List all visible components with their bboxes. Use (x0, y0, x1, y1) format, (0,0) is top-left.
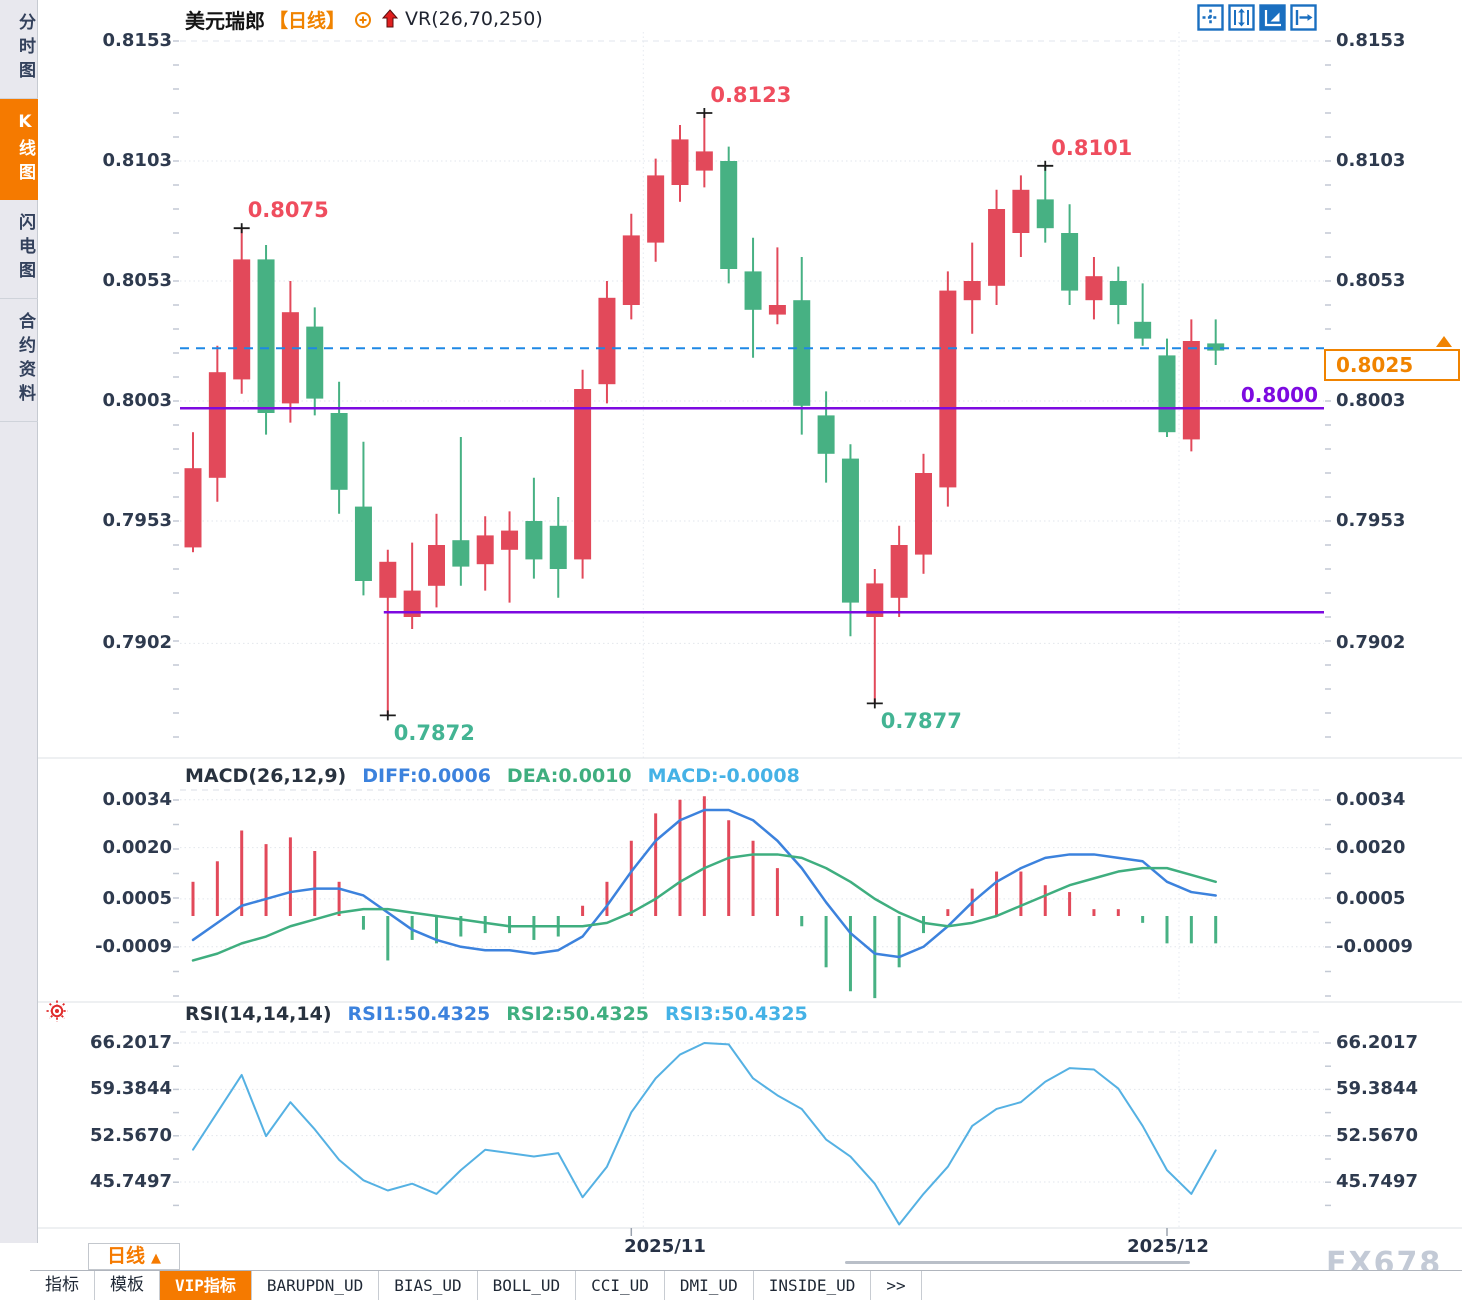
tab-指标[interactable]: 指标 (30, 1271, 95, 1300)
tab-inside_ud[interactable]: INSIDE_UD (754, 1271, 872, 1300)
candle-body (1158, 355, 1176, 433)
tab->>[interactable]: >> (871, 1271, 922, 1300)
candle-body (452, 540, 470, 567)
candle-body (403, 590, 421, 617)
macd-macd-value: MACD:-0.0008 (647, 765, 800, 787)
candle-body (598, 297, 616, 385)
candle-body (647, 175, 665, 243)
tab-boll_ud[interactable]: BOLL_UD (478, 1271, 577, 1300)
macd-diff-value: DIFF:0.0006 (362, 765, 491, 787)
candle-body (379, 561, 397, 598)
candle-body (1085, 276, 1103, 301)
candle-body (428, 545, 445, 586)
add-indicator-icon[interactable] (353, 9, 373, 29)
candle-body (257, 259, 275, 413)
candle-body (915, 473, 932, 555)
candle-body (622, 235, 640, 305)
rsi2-value: RSI2:50.4325 (506, 1003, 650, 1025)
candle-body (1182, 341, 1200, 440)
candle-body (281, 312, 299, 404)
rsi-title: RSI(14,14,14) (185, 1003, 332, 1025)
candle-body (354, 506, 372, 581)
macd-dea-line (191, 853, 1217, 962)
candle-body (768, 305, 786, 315)
rsi-settings-icon[interactable] (44, 998, 70, 1024)
candle-body (720, 161, 738, 269)
candle-body (549, 525, 567, 569)
tab-bias_ud[interactable]: BIAS_UD (379, 1271, 478, 1300)
sidebar: 分时图 K线图 闪电图 合约资料 (0, 0, 38, 1243)
up-arrow-icon (381, 9, 399, 29)
rsi-header: RSI(14,14,14) RSI1:50.4325 RSI2:50.4325 … (185, 1001, 808, 1027)
overlay-indicator-label: VR(26,70,250) (405, 8, 543, 30)
macd-dea-value: DEA:0.0010 (506, 765, 632, 787)
pan-right-icon[interactable] (1290, 4, 1317, 31)
sidebar-item-contract-info[interactable]: 合约资料 (0, 299, 38, 422)
period-selector[interactable]: 日线 ▲ (88, 1243, 180, 1270)
candle-body (939, 290, 957, 488)
chart-titlebar: 美元瑞郎 【日线】 VR(26,70,250) (185, 5, 543, 33)
candle-body (841, 458, 859, 603)
indicator-tab-bar: 指标 模板 VIP指标 BARUPDN_UD BIAS_UD BOLL_UD CCI_UD D… (30, 1270, 1462, 1300)
candle-body (501, 530, 519, 550)
candle-body (988, 209, 1006, 286)
candle-body (330, 413, 348, 490)
candle-body (1207, 343, 1225, 351)
tab-cci_ud[interactable]: CCI_UD (576, 1271, 665, 1300)
crosshair-tool-icon[interactable] (1197, 4, 1224, 31)
candle-body (476, 535, 494, 565)
rsi-line (192, 1042, 1217, 1226)
rsi1-value: RSI1:50.4325 (347, 1003, 491, 1025)
candle-body (744, 271, 762, 310)
candle-body (1109, 281, 1127, 305)
rsi3-value: RSI3:50.4325 (665, 1003, 808, 1025)
candle-body (574, 389, 592, 560)
macd-diff-line (191, 808, 1217, 959)
tab-vip指标[interactable]: VIP指标 (160, 1271, 252, 1300)
macd-title: MACD(26,12,9) (185, 765, 347, 787)
macd-header: MACD(26,12,9) DIFF:0.0006 DEA:0.0010 MAC… (185, 763, 800, 789)
candle-body (671, 139, 689, 185)
y-axis-zoom-icon[interactable] (1228, 4, 1255, 31)
candle-body (793, 300, 811, 406)
candle-body (1061, 233, 1079, 291)
period-tag: 【日线】 (269, 9, 346, 32)
candle-body (208, 372, 226, 478)
candle-body (695, 151, 713, 171)
candle-body (817, 415, 835, 454)
sidebar-item-time-chart[interactable]: 分时图 (0, 0, 38, 99)
candle-body (233, 259, 251, 380)
chart-toolbar (1197, 4, 1317, 31)
horizontal-scrollbar[interactable] (845, 1261, 1190, 1264)
candle-body (184, 468, 202, 548)
period-selector-arrow-icon: ▲ (151, 1251, 161, 1266)
candle-body (1036, 199, 1054, 229)
level-0-8000-label: 0.8000 (1240, 383, 1318, 407)
price-up-triangle-icon (1436, 336, 1452, 347)
tab-dmi_ud[interactable]: DMI_UD (665, 1271, 754, 1300)
candle-body (1012, 189, 1030, 233)
candle-body (963, 281, 981, 301)
candle-body (890, 545, 908, 598)
sidebar-item-lightning-chart[interactable]: 闪电图 (0, 200, 38, 299)
tab-模板[interactable]: 模板 (95, 1271, 160, 1300)
period-selector-label: 日线 (106, 1245, 145, 1267)
tab-barupdn_ud[interactable]: BARUPDN_UD (252, 1271, 380, 1300)
symbol-title: 美元瑞郎 (185, 8, 265, 33)
sidebar-item-kline-chart[interactable]: K线图 (0, 99, 38, 200)
candle-body (1134, 321, 1152, 339)
candle-body (306, 326, 324, 399)
candle-body (525, 521, 543, 560)
current-price-tag: 0.8025 (1324, 336, 1460, 381)
auto-scale-icon[interactable] (1259, 4, 1286, 31)
current-price-value: 0.8025 (1336, 353, 1414, 377)
candle-body (866, 583, 884, 617)
